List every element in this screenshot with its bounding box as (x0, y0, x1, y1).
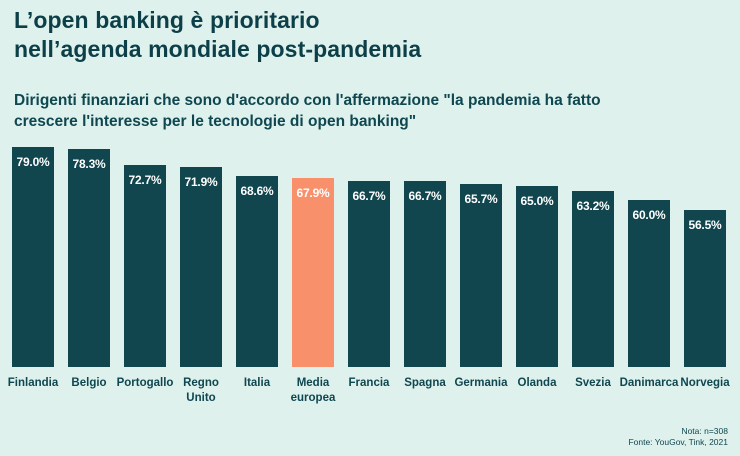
bar-category-label: Svezia (575, 377, 611, 389)
bar-area: 66.7% (348, 147, 390, 367)
bar-italia: 68.6% (236, 176, 278, 367)
bar-danimarca: 60.0% (628, 199, 670, 367)
bar-category-label: Italia (243, 377, 271, 389)
bar-column-regno-unito: 71.9% Regno Unito (180, 147, 222, 406)
bar-area: 65.7% (460, 147, 502, 367)
bar-value-label: 79.0% (16, 155, 50, 169)
bar-area: 60.0% (628, 147, 670, 367)
bar-value-label: 78.3% (72, 156, 106, 171)
bar-area: 65.0% (516, 147, 558, 367)
bar-area: 68.6% (236, 147, 278, 367)
bar-category-label: Media europea (290, 377, 336, 404)
bar-value-label: 67.9% (296, 185, 330, 200)
bar-column-italia: 68.6% Italia (236, 147, 278, 406)
bar-value-label: 66.7% (408, 189, 442, 204)
bar-area: 63.2% (572, 147, 614, 367)
bar-category-label: Portogallo (116, 377, 174, 389)
bar-value-label: 66.7% (352, 189, 386, 204)
bar-chart: 79.0% Finlandia 78.3% Belgio 72.7% Portogallo… (0, 147, 740, 406)
bar-category-label: Germania (454, 377, 508, 389)
bar-finlandia: 79.0% (12, 147, 54, 367)
bar-area: 67.9% (292, 147, 334, 367)
bar-area: 79.0% (12, 147, 54, 367)
bar-francia: 66.7% (348, 181, 390, 367)
bar-category-label: Olanda (517, 377, 557, 389)
bar-area: 71.9% (180, 147, 222, 367)
bar-column-norvegia: 56.5% Norvegia (680, 147, 730, 406)
page-title-line2: nell’agenda mondiale post-pandemia (14, 36, 422, 62)
bar-value-label: 65.7% (464, 192, 498, 206)
bar-value-label: 65.0% (520, 194, 554, 208)
bar-column-finlandia: 79.0% Finlandia (8, 147, 58, 406)
bar-belgio: 78.3% (68, 148, 110, 367)
page-title: L’open banking è prioritario nell’agenda… (14, 6, 421, 64)
bar-column-olanda: 65.0% Olanda (516, 147, 558, 406)
bar-value-label: 68.6% (240, 184, 274, 198)
page-title-line1: L’open banking è prioritario (14, 7, 320, 33)
bar-norvegia: 56.5% (684, 209, 726, 367)
bar-olanda: 65.0% (516, 186, 558, 367)
bar-category-label: Spagna (404, 377, 446, 389)
sample-size-note: Nota: n=308 (681, 426, 728, 436)
bar-area: 56.5% (684, 147, 726, 367)
bar-media-europea: 67.9% (292, 177, 334, 367)
bar-value-label: 71.9% (184, 174, 218, 189)
chart-subtitle: Dirigenti finanziari che sono d'accordo … (14, 92, 601, 130)
bar-column-danimarca: 60.0% Danimarca (620, 147, 678, 406)
bar-category-label: Francia (348, 377, 390, 389)
bar-column-belgio: 78.3% Belgio (68, 147, 110, 406)
bar-svezia: 63.2% (572, 191, 614, 367)
bar-category-label: Belgio (71, 377, 107, 389)
bar-value-label: 72.7% (128, 172, 162, 187)
bar-column-portogallo: 72.7% Portogallo (117, 147, 173, 406)
bar-category-label: Norvegia (680, 377, 730, 389)
bar-value-label: 63.2% (576, 199, 610, 213)
bar-germania: 65.7% (460, 184, 502, 367)
bar-column-spagna: 66.7% Spagna (404, 147, 446, 406)
bar-value-label: 56.5% (688, 217, 722, 232)
bar-category-label: Regno Unito (183, 377, 219, 404)
bar-value-label: 60.0% (632, 207, 666, 222)
bar-column-francia: 66.7% Francia (348, 147, 390, 406)
bar-area: 66.7% (404, 147, 446, 367)
bar-area: 78.3% (68, 147, 110, 367)
bar-column-germania: 65.7% Germania (454, 147, 508, 406)
bar-column-media-europea: 67.9% Media europea (290, 147, 336, 406)
bar-regno-unito: 71.9% (180, 166, 222, 367)
bar-area: 72.7% (124, 147, 166, 367)
source-note: Fonte: YouGov, Tink, 2021 (628, 437, 728, 447)
bar-category-label: Danimarca (619, 377, 679, 389)
bar-column-svezia: 63.2% Svezia (572, 147, 614, 406)
bar-category-label: Finlandia (7, 377, 59, 389)
footer-note: Nota: n=308 Fonte: YouGov, Tink, 2021 (628, 426, 728, 448)
bar-spagna: 66.7% (404, 181, 446, 367)
bar-portogallo: 72.7% (124, 164, 166, 367)
